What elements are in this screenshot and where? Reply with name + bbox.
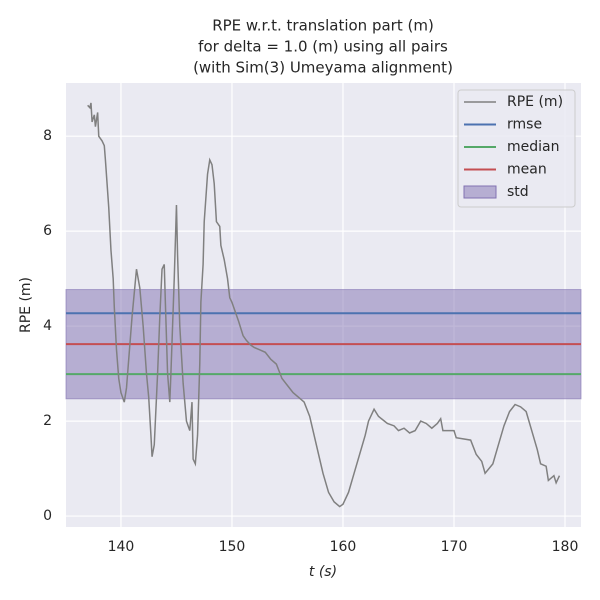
y-tick-label: 6 — [43, 223, 52, 239]
rpe-line — [87, 102, 561, 508]
y-axis-label: RPE (m) — [18, 277, 34, 333]
legend-label: median — [507, 139, 559, 155]
legend-box — [457, 89, 576, 208]
y-tick-label: 0 — [43, 508, 52, 524]
x-axis-label: t (s) — [309, 564, 337, 580]
x-tick-label: 150 — [219, 539, 246, 555]
x-tick-label: 160 — [330, 539, 357, 555]
legend-label: RPE (m) — [507, 94, 563, 110]
y-tick-label: 2 — [43, 413, 52, 429]
legend-swatch — [463, 185, 497, 199]
chart-title: (with Sim(3) Umeyama alignment) — [193, 59, 453, 77]
x-tick-label: 140 — [108, 539, 135, 555]
y-tick-label: 4 — [43, 318, 52, 334]
chart-title: RPE w.r.t. translation part (m) — [212, 17, 434, 35]
legend-label: rmse — [507, 117, 542, 133]
x-tick-label: 170 — [441, 539, 468, 555]
y-tick-label: 8 — [43, 128, 52, 144]
chart-title: for delta = 1.0 (m) using all pairs — [198, 38, 448, 56]
legend-label: std — [507, 184, 529, 200]
x-tick-label: 180 — [552, 539, 579, 555]
legend-label: mean — [507, 162, 547, 178]
